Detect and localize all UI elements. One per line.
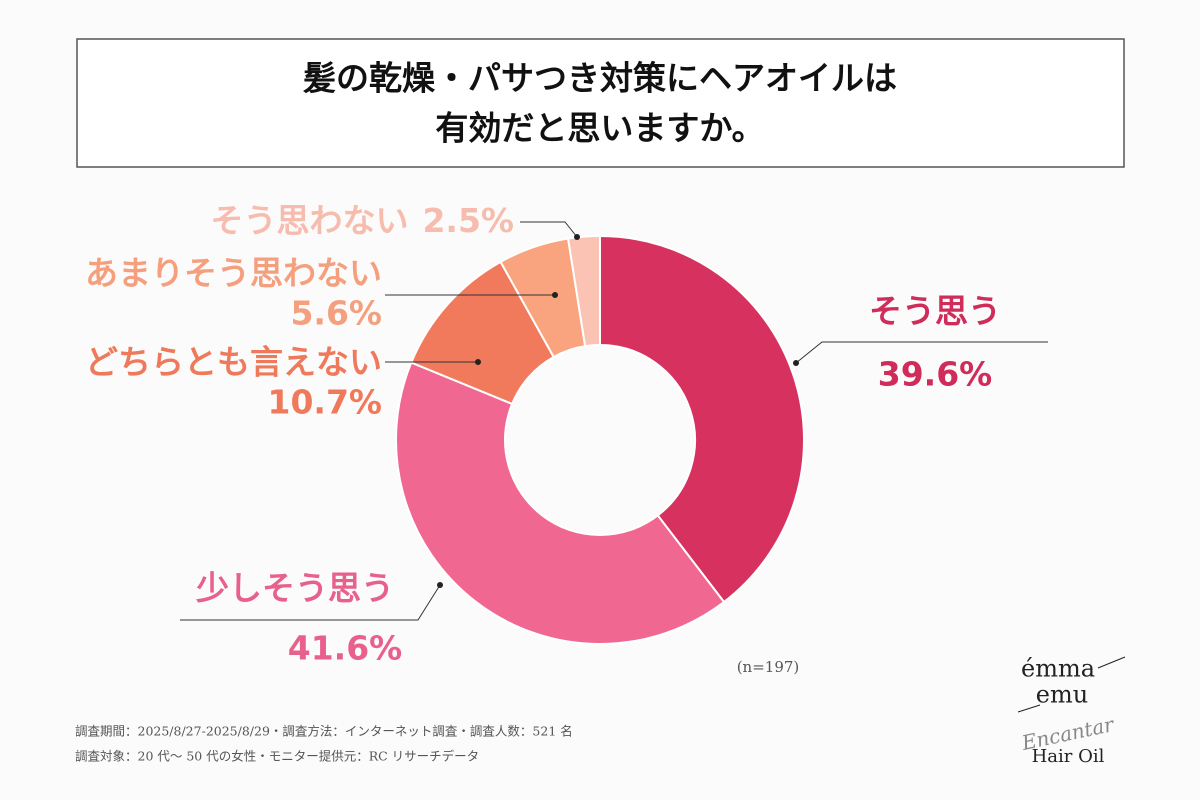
leader-dot bbox=[574, 234, 580, 240]
brand-stroke bbox=[1017, 704, 1041, 713]
brand-stroke bbox=[1097, 656, 1126, 669]
leader-line bbox=[180, 584, 441, 621]
leader-dot bbox=[475, 359, 481, 365]
category-label: そう思う bbox=[869, 292, 1001, 331]
value-label: 41.6% bbox=[288, 629, 403, 668]
value-label: 39.6% bbox=[878, 355, 993, 394]
leader-dot bbox=[437, 582, 443, 588]
category-label: そう思わない bbox=[210, 201, 408, 240]
donut-segment bbox=[395, 361, 726, 645]
brand-product: Hair Oil bbox=[1032, 746, 1105, 767]
category-label: あまりそう思わない bbox=[85, 254, 382, 293]
category-label: どちらとも言えない bbox=[85, 343, 382, 382]
brand-text: emu bbox=[1036, 681, 1088, 709]
sample-size: (n=197) bbox=[737, 658, 800, 676]
chart-title: 有効だと思いますか。 bbox=[435, 109, 764, 148]
donut-segment bbox=[599, 234, 805, 604]
footnote: 調査対象：20 代〜 50 代の女性・モニター提供元：RC リサーチデータ bbox=[75, 749, 479, 764]
leader-dot bbox=[793, 360, 799, 366]
category-label-group: そう思わない 2.5% bbox=[210, 201, 514, 240]
value-label: 5.6% bbox=[290, 294, 382, 333]
leader-dot bbox=[552, 292, 558, 298]
leader-line bbox=[520, 221, 578, 238]
brand-text: émma bbox=[1021, 655, 1095, 683]
category-label: 少しそう思う bbox=[196, 569, 394, 608]
title-box bbox=[76, 38, 1125, 168]
chart-title: 髪の乾燥・パサつき対策にヘアオイルは bbox=[303, 59, 897, 98]
footnote: 調査期間：2025/8/27-2025/8/29・調査方法：インターネット調査・… bbox=[75, 724, 573, 739]
value-label: 10.7% bbox=[268, 383, 383, 422]
value-label: 2.5% bbox=[422, 201, 514, 240]
leader-line bbox=[795, 341, 1048, 364]
